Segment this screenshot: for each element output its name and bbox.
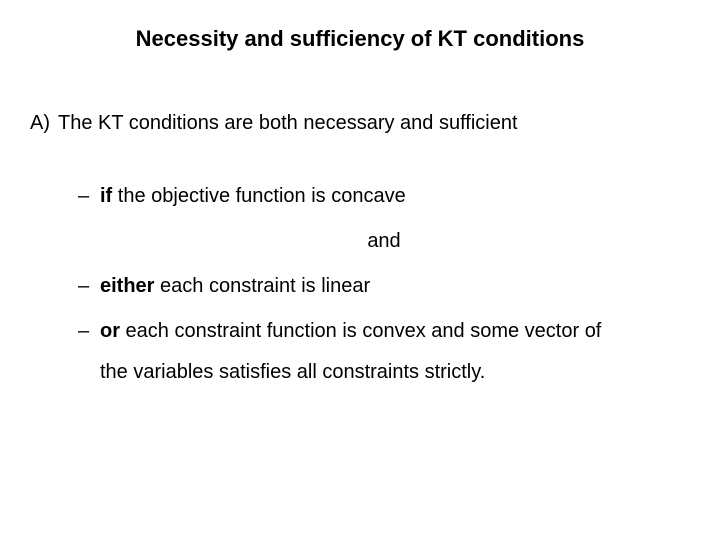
sub-list: – if the objective function is concave a…	[30, 183, 690, 386]
slide: Necessity and sufficiency of KT conditio…	[0, 0, 720, 540]
and-connector: and	[78, 228, 690, 255]
slide-title: Necessity and sufficiency of KT conditio…	[0, 26, 720, 52]
sub1-rest: the objective function is concave	[112, 185, 406, 207]
item-a-marker: A)	[30, 110, 58, 137]
sub-item-1: – if the objective function is concave	[78, 183, 690, 210]
sub1-bold: if	[100, 185, 112, 207]
sub-item-3: – or each constraint function is convex …	[78, 318, 690, 386]
slide-body: A)The KT conditions are both necessary a…	[30, 110, 690, 386]
list-item-a: A)The KT conditions are both necessary a…	[30, 110, 690, 137]
dash-icon: –	[78, 318, 89, 345]
sub2-bold: either	[100, 275, 154, 297]
dash-icon: –	[78, 273, 89, 300]
item-a-text: The KT conditions are both necessary and…	[58, 112, 518, 134]
sub-item-2: – either each constraint is linear	[78, 273, 690, 300]
sub3-bold: or	[100, 320, 120, 342]
sub2-rest: each constraint is linear	[154, 275, 370, 297]
sub3-rest-line1: each constraint function is convex and s…	[120, 320, 601, 342]
sub3-rest-line2: the variables satisfies all constraints …	[100, 361, 485, 383]
dash-icon: –	[78, 183, 89, 210]
